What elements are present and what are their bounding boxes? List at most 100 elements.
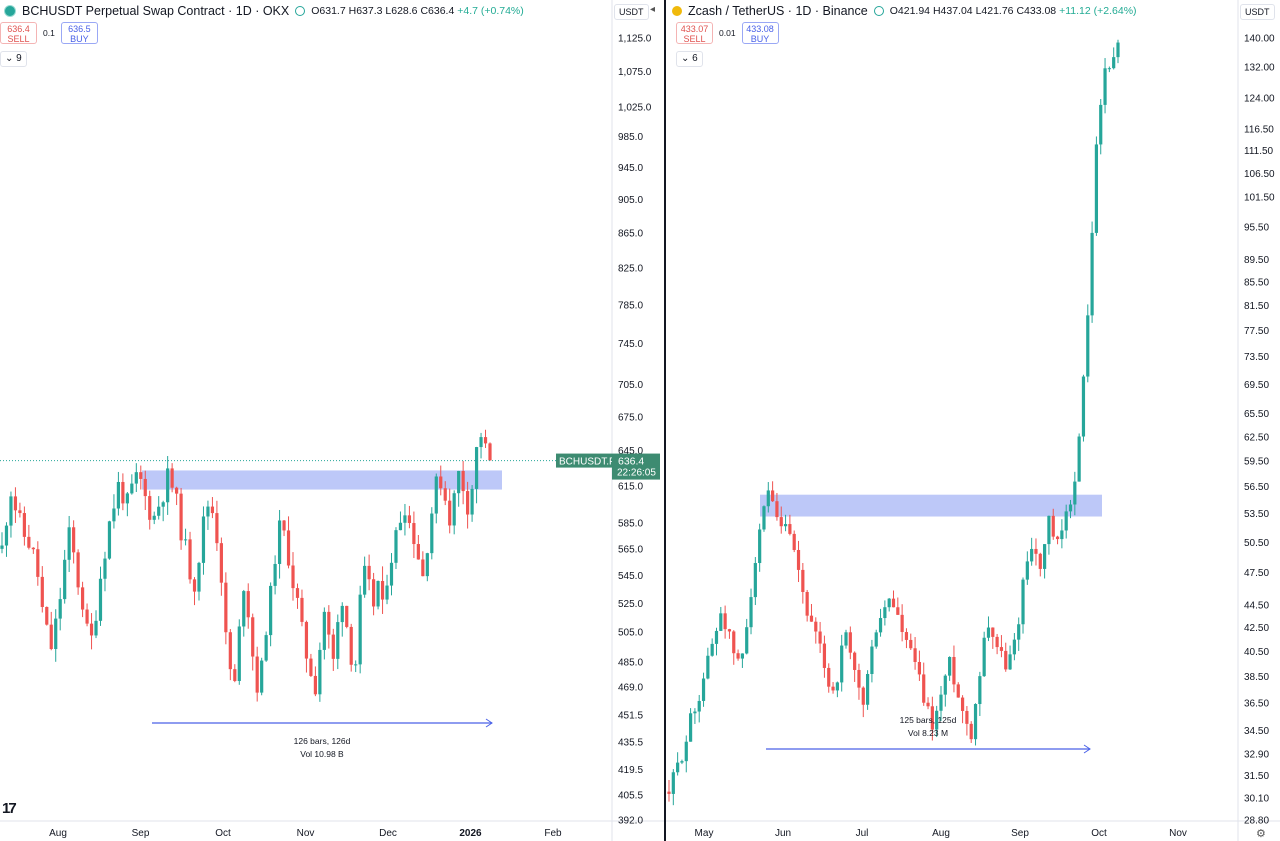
candle-body (796, 549, 801, 570)
price-tick-label: 905.0 (618, 195, 643, 206)
candle-body (926, 702, 930, 707)
candle-body (412, 523, 416, 545)
zec-currency-button[interactable]: USDT (1240, 4, 1275, 20)
price-tick-label: 42.50 (1244, 623, 1269, 634)
candle-body (72, 527, 76, 553)
bch-buy-price: 636.5 (68, 24, 91, 34)
candle-body (295, 588, 300, 598)
candle-body (371, 579, 376, 607)
market-status-icon (873, 6, 884, 16)
zec-symbol-icon (672, 6, 682, 16)
candle-body (935, 710, 939, 730)
price-tick-label: 95.50 (1244, 223, 1269, 234)
candle-body (188, 539, 192, 580)
candle-body (1008, 654, 1012, 670)
candle-body (327, 611, 331, 635)
measure-bars-label: 125 bars, 125d (900, 715, 957, 725)
candle-body (389, 562, 394, 586)
candle-body (54, 618, 58, 650)
candle-body (309, 658, 313, 676)
candle-body (680, 761, 684, 763)
time-tick-label: Feb (544, 828, 562, 839)
zec-spread: 0.01 (719, 28, 736, 38)
candle-body (1086, 315, 1090, 377)
candle-body (192, 579, 197, 592)
candle-body (470, 488, 474, 515)
candle-body (313, 675, 317, 695)
candle-body (995, 636, 999, 648)
bch-currency-button[interactable]: USDT (614, 4, 649, 20)
tradingview-logo-icon[interactable]: 17 (2, 800, 17, 817)
time-tick-label: Dec (379, 828, 397, 839)
measure-arrow-icon (485, 718, 493, 728)
price-tick-label: 485.0 (618, 658, 643, 669)
countdown-label: 22:26:05 (617, 468, 656, 479)
bch-low: L628.6 (385, 5, 418, 17)
zec-open: O421.94 (889, 5, 931, 17)
zec-indicators-toggle[interactable]: ⌄ 6 (676, 51, 703, 67)
candle-body (792, 533, 796, 550)
bch-close: C636.4 (420, 5, 455, 17)
candle-body (376, 580, 380, 607)
zec-sell-button[interactable]: 433.07 SELL (676, 22, 713, 44)
candle-body (801, 569, 805, 592)
bch-title[interactable]: BCHUSDT Perpetual Swap Contract · 1D · O… (22, 4, 290, 18)
candle-body (701, 678, 706, 701)
candle-body (125, 493, 129, 504)
candle-body (1017, 624, 1021, 640)
gear-icon[interactable]: ⚙ (1256, 828, 1266, 840)
price-tick-label: 38.50 (1244, 672, 1269, 683)
candle-body (439, 476, 443, 489)
chevron-down-icon: ⌄ (681, 53, 690, 64)
candle-body (31, 547, 35, 550)
candle-body (67, 527, 71, 560)
zec-chart-pane[interactable]: 140.00 132.00 124.00 116.50 111.50 106.50 101.… (664, 0, 1280, 841)
time-tick-label: Sep (132, 828, 150, 839)
bch-indicators-toggle[interactable]: ⌄ 9 (0, 51, 27, 67)
candle-body (762, 506, 766, 530)
candle-body (827, 667, 831, 687)
zec-buy-button[interactable]: 433.08 BUY (741, 22, 779, 44)
candle-body (978, 676, 982, 705)
zec-title[interactable]: Zcash / TetherUS · 1D · Binance (688, 4, 868, 18)
bch-sell-button[interactable]: 636.4 SELL (0, 22, 37, 44)
candle-body (40, 576, 44, 607)
candle-body (943, 675, 947, 695)
bch-indicators-count: 9 (16, 53, 22, 64)
price-tick-label: 1,125.0 (618, 34, 652, 45)
time-tick-label: Nov (1169, 828, 1187, 839)
price-tick-label: 745.0 (618, 339, 643, 350)
candle-body (380, 580, 385, 600)
candle-body (98, 578, 103, 621)
candle-body (783, 524, 788, 527)
bch-candlestick-chart[interactable]: 1,125.0 1,075.0 1,025.0 985.0 945.0 905.0 865.… (0, 0, 664, 841)
candle-body (1047, 515, 1051, 545)
bch-buy-button[interactable]: 636.5 BUY (60, 22, 98, 44)
candle-body (448, 500, 452, 526)
time-tick-label: Oct (1091, 828, 1107, 839)
bch-scale-menu-icon[interactable]: ◂ (650, 4, 656, 15)
candle-body (1034, 548, 1038, 554)
price-tick-label: 865.0 (618, 228, 643, 239)
candle-body (134, 472, 138, 484)
last-price-label: 636.4 (618, 456, 644, 468)
candle-body (809, 615, 814, 622)
resistance-zone (760, 494, 1102, 517)
candle-body (206, 506, 210, 517)
price-tick-label: 101.50 (1244, 193, 1275, 204)
candle-body (340, 605, 344, 623)
bch-chart-pane[interactable]: 1,125.0 1,075.0 1,025.0 985.0 945.0 905.0 865.… (0, 0, 664, 841)
candle-body (1060, 530, 1064, 540)
candle-body (22, 513, 26, 537)
candle-body (991, 627, 995, 637)
time-tick-label: Sep (1011, 828, 1029, 839)
candle-body (407, 515, 412, 524)
last-price-label-bg (612, 453, 660, 480)
candle-body (878, 618, 883, 633)
zec-candlestick-chart[interactable]: 140.00 132.00 124.00 116.50 111.50 106.50 101.… (666, 0, 1280, 841)
candle-body (719, 613, 723, 631)
candle-body (107, 521, 112, 559)
price-tick-label: 34.50 (1244, 726, 1269, 737)
candle-body (130, 483, 134, 494)
candle-body (233, 669, 237, 682)
